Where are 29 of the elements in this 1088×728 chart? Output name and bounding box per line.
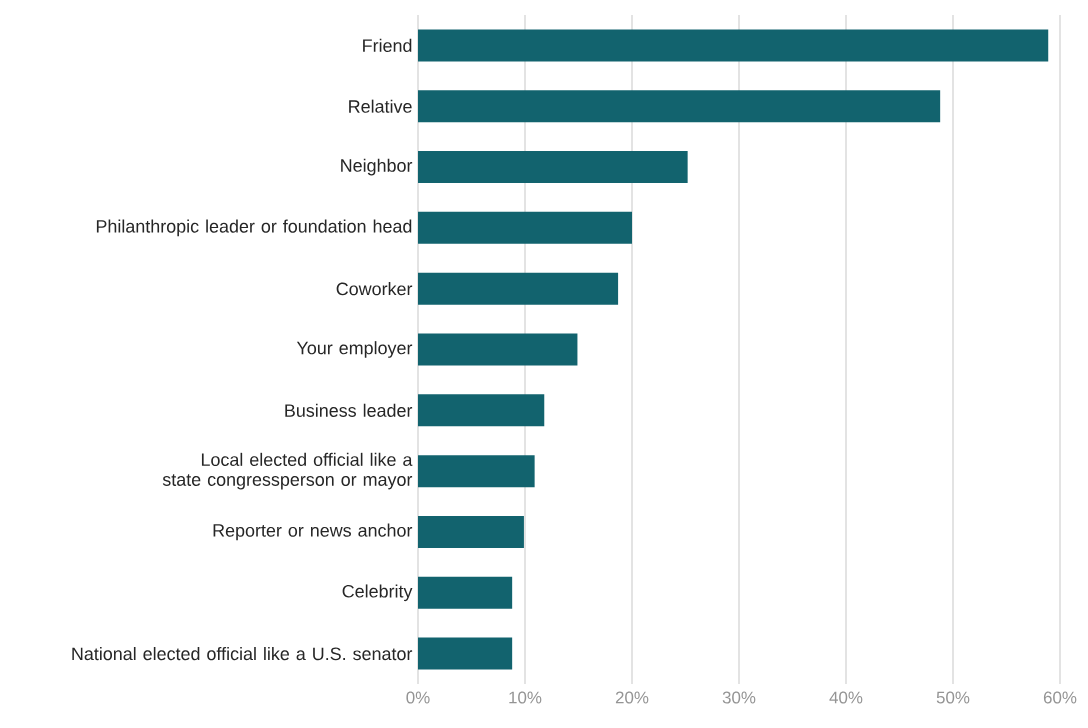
bar <box>418 333 578 366</box>
y-tick-label: Local elected official like a state congressperson or mayor <box>162 452 413 490</box>
y-tick-label: Celebrity <box>342 584 413 602</box>
bar <box>418 394 545 427</box>
y-tick-label: Neighbor <box>341 158 413 176</box>
bar <box>418 211 632 244</box>
y-tick-label: Relative <box>349 99 412 113</box>
bar <box>418 29 1049 62</box>
bar <box>418 151 688 184</box>
y-tick-label: Coworker <box>336 282 413 296</box>
x-tick-label: 20% <box>615 691 649 704</box>
y-tick-label: Business leader <box>285 403 413 417</box>
y-tick-label: National elected official like a U.S. senator <box>72 647 413 661</box>
bar <box>418 455 535 488</box>
y-tick-label: Reporter or news anchor <box>213 523 413 541</box>
x-tick-label: 50% <box>936 691 970 704</box>
x-tick-label: 30% <box>722 691 756 704</box>
x-tick-label: 60% <box>1043 691 1077 704</box>
x-tick-label: 40% <box>829 691 863 704</box>
bar <box>418 637 513 670</box>
x-tick-label: 10% <box>509 691 542 704</box>
y-tick-label: Philanthropic leader or foundation head <box>96 219 412 237</box>
y-tick-label: Friend <box>363 38 412 52</box>
bar <box>418 90 941 123</box>
x-tick-label: 0% <box>406 691 430 704</box>
y-tick-label: Your employer <box>296 341 413 358</box>
bar <box>418 576 513 609</box>
bar <box>418 515 524 548</box>
bar <box>418 272 619 305</box>
